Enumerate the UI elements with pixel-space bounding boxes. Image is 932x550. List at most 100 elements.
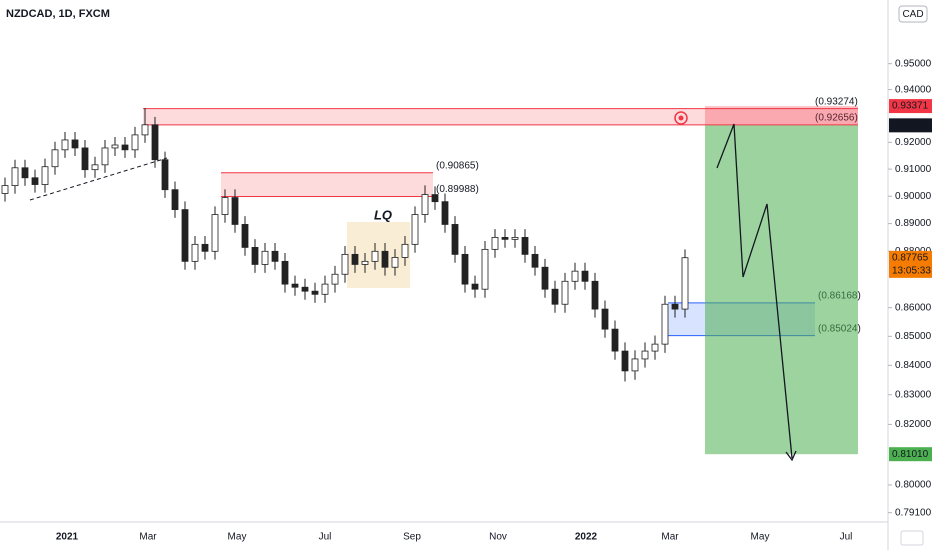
eye-icon bbox=[674, 111, 688, 125]
candle-body bbox=[221, 197, 229, 215]
candle-body bbox=[371, 250, 379, 262]
candle-body bbox=[251, 247, 259, 265]
target-tag-box bbox=[889, 447, 932, 462]
x-tick-label: 2021 bbox=[56, 532, 79, 543]
candle-body bbox=[51, 149, 59, 168]
y-tick-label: 0.91000 bbox=[895, 164, 932, 175]
y-tick-label: 0.94000 bbox=[895, 84, 932, 95]
candle-body bbox=[291, 283, 299, 288]
candle-body bbox=[631, 358, 639, 372]
candle-body bbox=[351, 253, 359, 265]
candle-body bbox=[591, 280, 599, 310]
candle-body bbox=[491, 237, 499, 250]
settings-button[interactable] bbox=[900, 530, 924, 546]
candle-body bbox=[211, 214, 219, 252]
zone bbox=[221, 172, 433, 197]
candle-body bbox=[571, 270, 579, 282]
candle-body bbox=[261, 250, 269, 265]
candle-body bbox=[331, 273, 339, 285]
candle-body bbox=[361, 260, 369, 265]
candle-body bbox=[511, 237, 519, 240]
stop-tag: 0.93371 bbox=[892, 101, 929, 112]
y-tick-label: 0.79100 bbox=[895, 507, 932, 518]
y-tick-label: 0.89000 bbox=[895, 218, 932, 229]
currency[interactable]: CAD bbox=[902, 9, 923, 20]
y-tick-label: 0.84000 bbox=[895, 360, 932, 371]
target-tag: 0.81010 bbox=[892, 449, 929, 460]
candle-body bbox=[71, 139, 79, 149]
zone-bottom-label: (0.92656) bbox=[815, 113, 858, 124]
candle-body bbox=[41, 166, 49, 185]
zone-bottom-label: (0.89988) bbox=[436, 184, 479, 195]
candle-body bbox=[401, 243, 409, 258]
last-price-tag-box bbox=[889, 250, 932, 278]
candle-body bbox=[441, 201, 449, 225]
candle-body bbox=[151, 124, 159, 161]
candles bbox=[1, 107, 689, 382]
candle-body bbox=[461, 253, 469, 285]
lq-label: LQ bbox=[374, 207, 392, 222]
candle-body bbox=[551, 288, 559, 305]
y-tick-label: 0.80000 bbox=[895, 480, 932, 491]
entry-tag-box bbox=[889, 118, 932, 133]
candle-body bbox=[601, 308, 609, 330]
projection-arrow bbox=[716, 123, 793, 459]
candle-body bbox=[61, 139, 69, 151]
y-tick-label: 0.95000 bbox=[895, 58, 932, 69]
candle-body bbox=[661, 303, 669, 345]
x-tick-label: Mar bbox=[661, 532, 679, 543]
candle-body bbox=[121, 144, 129, 151]
candle-body bbox=[581, 270, 589, 282]
stop-zone bbox=[705, 106, 858, 126]
x-tick-label: Jul bbox=[319, 532, 332, 543]
candle-body bbox=[161, 159, 169, 191]
candle-body bbox=[481, 248, 489, 290]
currency-box[interactable] bbox=[898, 5, 928, 23]
candle-body bbox=[31, 177, 39, 185]
candle-body bbox=[671, 303, 679, 310]
entry-tag: 0.92640 bbox=[892, 120, 929, 131]
candle-body bbox=[311, 290, 319, 295]
last-price-tag-countdown: 13:05:33 bbox=[892, 266, 931, 277]
candle-body bbox=[91, 164, 99, 171]
candle-body bbox=[451, 224, 459, 255]
y-tick-label: 0.82000 bbox=[895, 419, 932, 430]
candle-body bbox=[81, 147, 89, 171]
y-tick-label: 0.90000 bbox=[895, 191, 932, 202]
candle-body bbox=[321, 283, 329, 295]
candle-body bbox=[101, 147, 109, 166]
symbol-title: NZDCAD, 1D, FXCM bbox=[6, 8, 110, 20]
x-tick-label: Sep bbox=[403, 532, 421, 543]
y-tick-label: 0.86000 bbox=[895, 302, 932, 313]
candle-body bbox=[191, 243, 199, 262]
candle-body bbox=[521, 237, 529, 255]
x-tick-label: 2022 bbox=[575, 532, 598, 543]
candle-body bbox=[21, 167, 29, 179]
zone-top-label: (0.93274) bbox=[815, 96, 858, 107]
candle-body bbox=[11, 167, 19, 187]
candle-body bbox=[391, 257, 399, 268]
candle-body bbox=[1, 185, 9, 194]
candle-body bbox=[171, 189, 179, 210]
candle-body bbox=[641, 350, 649, 360]
stop-tag-box bbox=[889, 99, 932, 114]
candle-body bbox=[411, 214, 419, 245]
zone-top-label: (0.90865) bbox=[436, 160, 479, 171]
candle-body bbox=[131, 134, 139, 151]
x-tick-label: Mar bbox=[139, 532, 157, 543]
y-tick-label: 0.92000 bbox=[895, 137, 932, 148]
y-tick-label: 0.83000 bbox=[895, 389, 932, 400]
candle-body bbox=[531, 253, 539, 268]
candle-body bbox=[341, 253, 349, 275]
candle-body bbox=[611, 328, 619, 352]
candle-body bbox=[231, 197, 239, 225]
last-price-tag: 0.87765 bbox=[892, 253, 929, 264]
candle-body bbox=[111, 144, 119, 149]
candle-body bbox=[141, 124, 149, 136]
candle-body bbox=[621, 350, 629, 372]
candle-body bbox=[281, 260, 289, 285]
x-tick-label: May bbox=[751, 532, 770, 543]
zones: (0.93274)(0.92656)(0.90865)(0.89988)(0.8… bbox=[143, 96, 861, 455]
candle-body bbox=[301, 286, 309, 292]
